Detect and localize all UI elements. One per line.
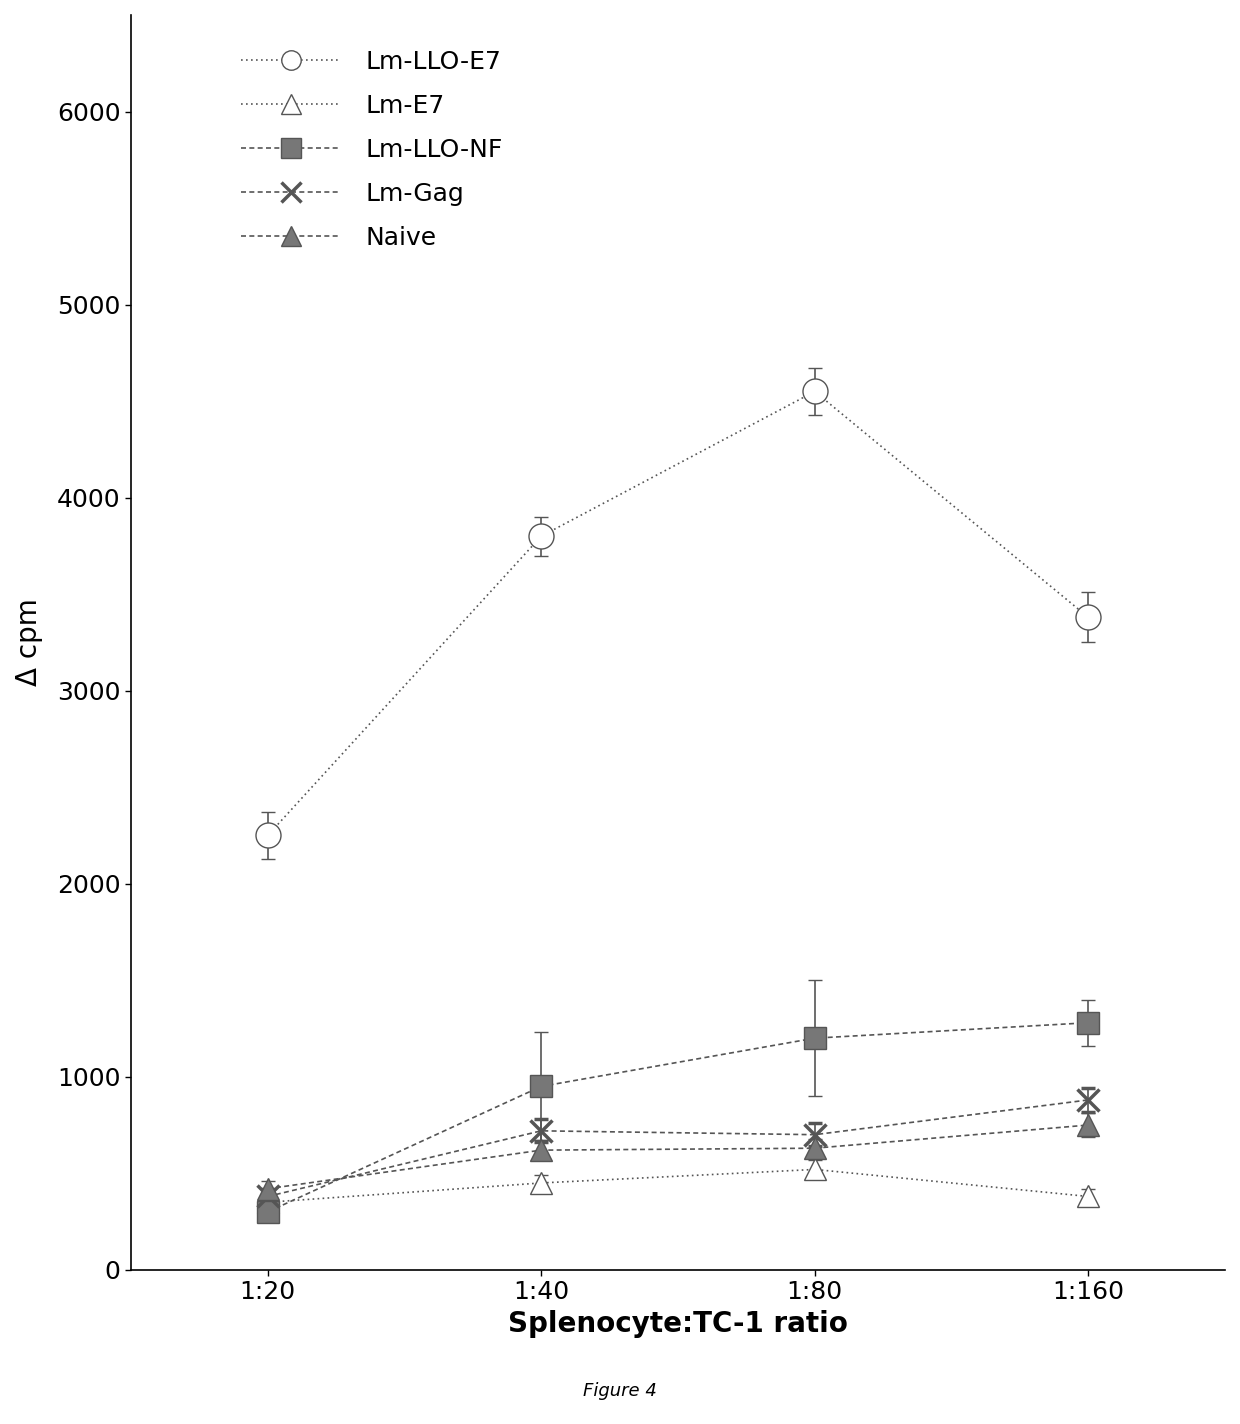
Text: Figure 4: Figure 4 xyxy=(583,1381,657,1400)
Legend: Lm-LLO-E7, Lm-E7, Lm-LLO-NF, Lm-Gag, Naive: Lm-LLO-E7, Lm-E7, Lm-LLO-NF, Lm-Gag, Nai… xyxy=(231,40,513,261)
X-axis label: Splenocyte:TC-1 ratio: Splenocyte:TC-1 ratio xyxy=(508,1310,848,1337)
Y-axis label: Δ cpm: Δ cpm xyxy=(15,598,43,686)
